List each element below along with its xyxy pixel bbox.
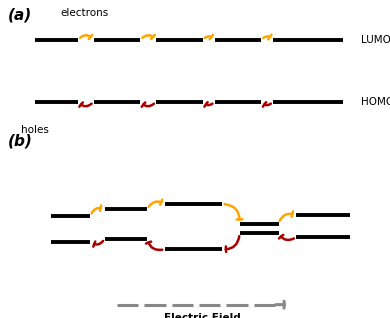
Text: (b): (b) [8, 134, 33, 149]
Text: (a): (a) [8, 8, 32, 23]
Text: holes: holes [21, 125, 49, 135]
Text: electrons: electrons [60, 8, 109, 18]
Text: HOMO: HOMO [361, 97, 390, 107]
Text: Electric Field: Electric Field [165, 313, 241, 318]
Text: LUMO: LUMO [361, 35, 390, 45]
